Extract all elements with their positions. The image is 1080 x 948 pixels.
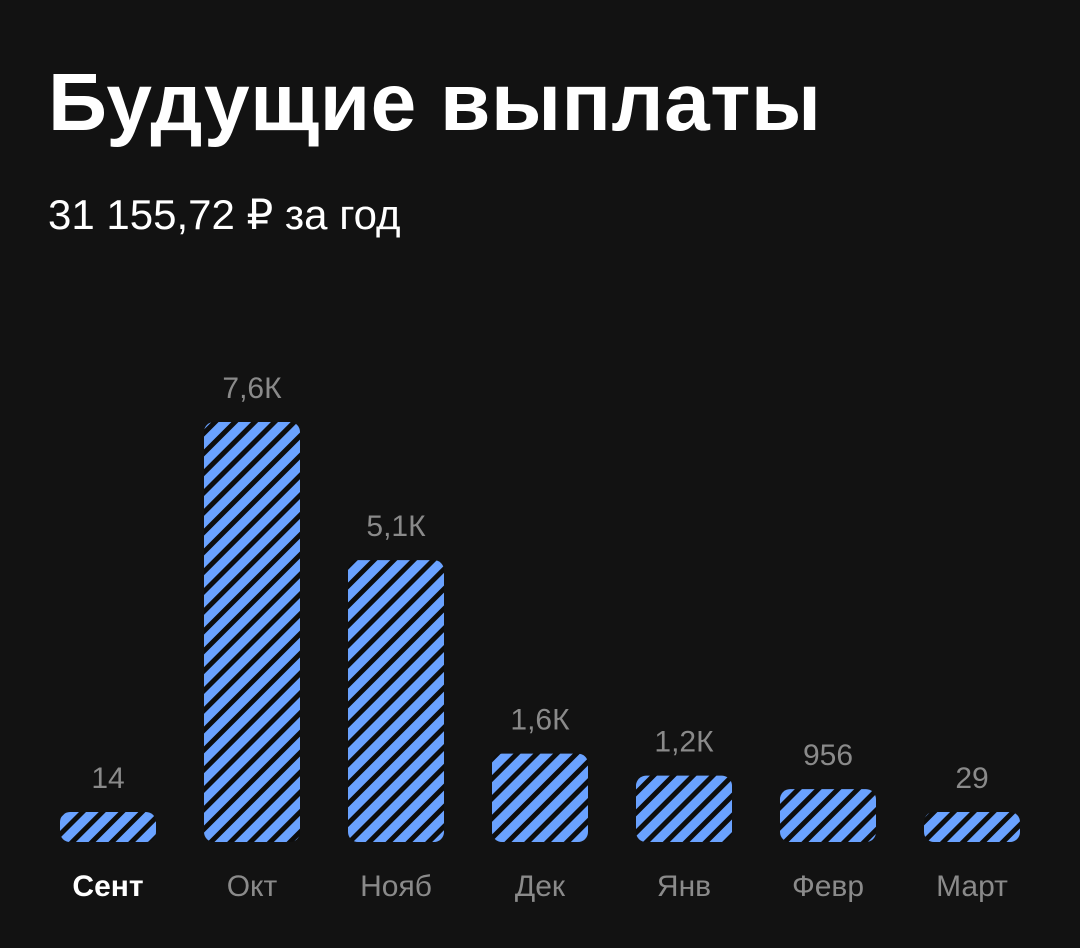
month-label[interactable]: Нояб: [360, 870, 432, 903]
month-label[interactable]: Март: [936, 870, 1008, 903]
month-label[interactable]: Февр: [792, 870, 864, 903]
month-label[interactable]: Окт: [227, 870, 278, 903]
bar-value-label: 5,1К: [366, 510, 426, 543]
month-label[interactable]: Дек: [515, 870, 566, 903]
bar-1[interactable]: [60, 812, 156, 842]
bar-value-label: 14: [91, 762, 124, 795]
bar-7[interactable]: [924, 812, 1020, 842]
month-label[interactable]: Сент: [72, 870, 143, 903]
bar-value-label: 956: [803, 739, 853, 772]
bar-value-label: 7,6К: [222, 372, 282, 405]
bar-value-label: 29: [955, 762, 988, 795]
bar-5[interactable]: [636, 775, 732, 842]
bar-value-label: 1,6К: [510, 704, 570, 737]
bar-2[interactable]: [204, 422, 300, 842]
page-title: Будущие выплаты: [48, 57, 822, 148]
bar-value-label: 1,2К: [654, 726, 714, 759]
bar-3[interactable]: [348, 560, 444, 842]
total-amount: 31 155,72 ₽ за год: [48, 191, 401, 238]
bar-6[interactable]: [780, 789, 876, 842]
bar-4[interactable]: [492, 753, 588, 842]
month-label[interactable]: Янв: [657, 870, 711, 903]
